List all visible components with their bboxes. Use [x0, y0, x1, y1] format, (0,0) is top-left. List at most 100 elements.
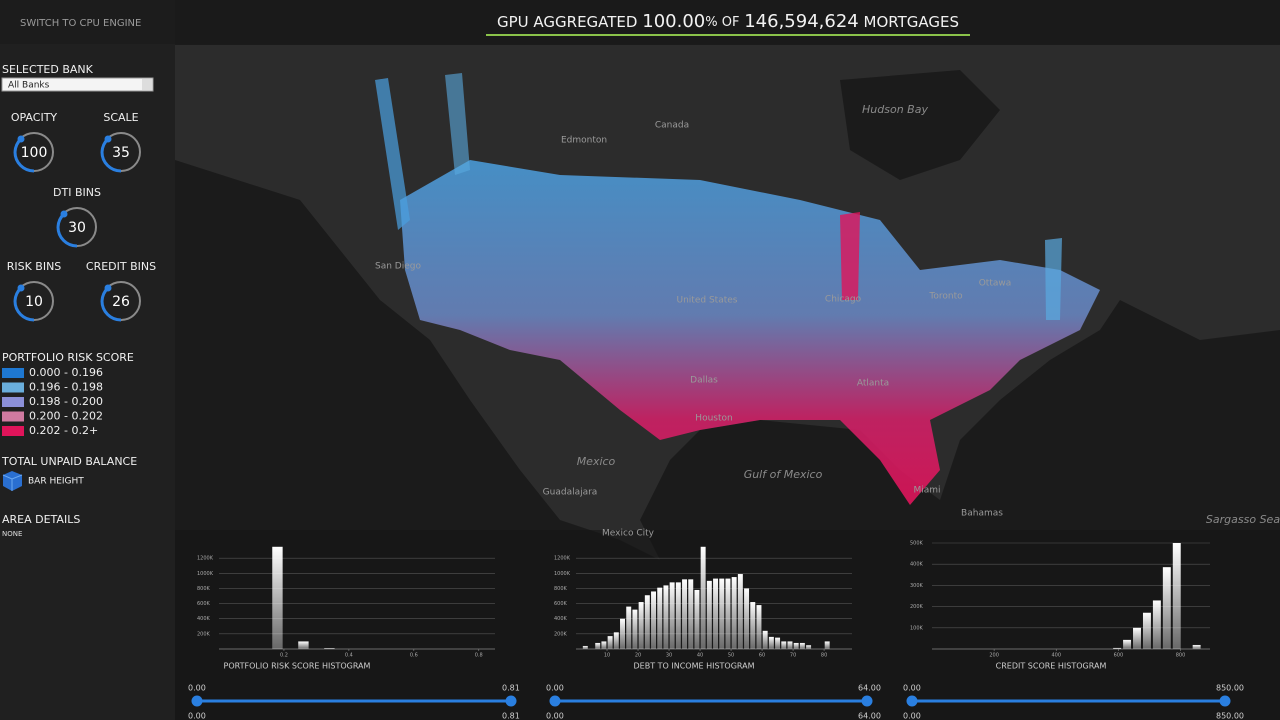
histogram-bar[interactable] [272, 546, 283, 649]
histogram-bar[interactable] [1142, 612, 1151, 649]
knob-label: CREDIT BINS [86, 260, 156, 273]
histogram-bar[interactable] [744, 588, 750, 649]
histogram-bar[interactable] [775, 637, 781, 649]
knob-arc [100, 300, 122, 322]
map-label: Toronto [928, 292, 963, 302]
slider-min: 0.00 [903, 684, 921, 693]
slider-handle[interactable] [861, 695, 873, 707]
histogram-bar[interactable] [762, 630, 768, 649]
map-label: Guadalajara [543, 488, 598, 498]
legend-label: 0.202 - 0.2+ [29, 424, 98, 437]
histogram-bar[interactable] [725, 578, 731, 649]
map-label: Miami [913, 486, 940, 496]
slider-handle[interactable] [906, 695, 918, 707]
x-tick-label: 800 [1176, 653, 1186, 659]
bank-select[interactable] [1, 77, 154, 92]
histogram-bar[interactable] [1113, 647, 1122, 649]
x-tick-label: 0.4 [345, 653, 353, 659]
histogram-bar[interactable] [1133, 627, 1141, 649]
histogram-bar[interactable] [731, 577, 737, 649]
slider-min: 0.00 [546, 684, 564, 693]
histogram-bar[interactable] [756, 605, 762, 649]
histogram-bar[interactable] [700, 546, 706, 649]
slider-high: 850.00 [1216, 712, 1244, 720]
knob-handle[interactable] [17, 284, 25, 292]
slider-high: 64.00 [858, 712, 881, 720]
histogram-bar[interactable] [657, 587, 663, 649]
histogram-bar[interactable] [582, 645, 588, 649]
legend-swatch [2, 368, 24, 378]
map-label: Ottawa [979, 279, 1012, 289]
slider-handle[interactable] [191, 695, 203, 707]
slider-min: 0.00 [188, 684, 206, 693]
map-column [445, 73, 470, 175]
x-tick-label: 30 [666, 653, 672, 659]
histogram-bar[interactable] [750, 602, 756, 649]
switch-engine-button[interactable]: SWITCH TO CPU ENGINE [20, 18, 141, 29]
histogram-bar[interactable] [694, 589, 700, 649]
slider-handle[interactable] [1219, 695, 1231, 707]
histogram-bar[interactable] [768, 636, 774, 649]
histogram-bar[interactable] [713, 578, 719, 649]
histogram-bar[interactable] [669, 582, 675, 649]
knob-arc [56, 226, 78, 248]
histogram-bar[interactable] [688, 579, 694, 649]
header-count: 146,594,624 [744, 11, 859, 32]
histogram-bar[interactable] [638, 602, 644, 649]
histogram-bar[interactable] [1152, 600, 1161, 649]
histogram-bar[interactable] [601, 641, 607, 649]
histogram-bar[interactable] [824, 641, 830, 649]
histogram-bar[interactable] [1172, 543, 1181, 649]
histogram-bar[interactable] [632, 609, 638, 649]
knob-handle[interactable] [60, 210, 68, 218]
histogram-bar[interactable] [613, 632, 619, 649]
map-label: Bahamas [961, 509, 1003, 519]
legend-label: 0.196 - 0.198 [29, 381, 103, 394]
bank-select-value[interactable]: All Banks [8, 81, 50, 91]
histogram-bar[interactable] [607, 636, 613, 649]
map-column [375, 78, 410, 230]
legend-label: 0.198 - 0.200 [29, 395, 103, 408]
knob-handle[interactable] [104, 135, 112, 143]
x-tick-label: 50 [728, 653, 734, 659]
histogram-bar[interactable] [737, 574, 743, 649]
slider-handle[interactable] [549, 695, 561, 707]
histogram-bar[interactable] [682, 579, 688, 649]
histogram-bar[interactable] [1162, 567, 1171, 649]
y-tick-label: 600K [554, 601, 568, 607]
histogram-bar[interactable] [781, 641, 787, 649]
histogram-bar[interactable] [1123, 639, 1132, 649]
histogram-bar[interactable] [787, 641, 793, 649]
slider-low: 0.00 [546, 712, 564, 720]
map-label: Mexico City [602, 529, 655, 539]
y-tick-label: 600K [197, 601, 211, 607]
map-label: San Diego [375, 262, 421, 272]
knob-handle[interactable] [17, 135, 25, 143]
histogram-bar[interactable] [324, 648, 335, 649]
histogram-bar[interactable] [595, 642, 601, 649]
histogram-bar[interactable] [799, 642, 805, 649]
histogram-bar[interactable] [626, 606, 632, 649]
histogram-bar[interactable] [675, 582, 681, 649]
histogram-bar[interactable] [651, 591, 657, 649]
x-tick-label: 200 [989, 653, 999, 659]
histogram-bar[interactable] [298, 641, 309, 649]
legend-label: 0.200 - 0.202 [29, 410, 103, 423]
histogram-bar[interactable] [706, 580, 712, 649]
histogram-bar[interactable] [793, 642, 799, 649]
map-label: Mexico [577, 455, 616, 468]
histogram-bar[interactable] [1192, 644, 1201, 649]
histogram-bar[interactable] [719, 578, 725, 649]
histogram-bar[interactable] [644, 595, 650, 649]
x-tick-label: 10 [604, 653, 610, 659]
histogram-bar[interactable] [663, 585, 669, 649]
knob-handle[interactable] [104, 284, 112, 292]
histogram-bar[interactable] [620, 618, 625, 649]
select-arrow[interactable] [142, 79, 152, 90]
y-tick-label: 200K [910, 604, 924, 610]
switch-button-bg[interactable] [0, 0, 175, 44]
slider-handle[interactable] [505, 695, 517, 707]
histogram-bar[interactable] [806, 645, 812, 649]
balance-item: BAR HEIGHT [28, 477, 84, 487]
